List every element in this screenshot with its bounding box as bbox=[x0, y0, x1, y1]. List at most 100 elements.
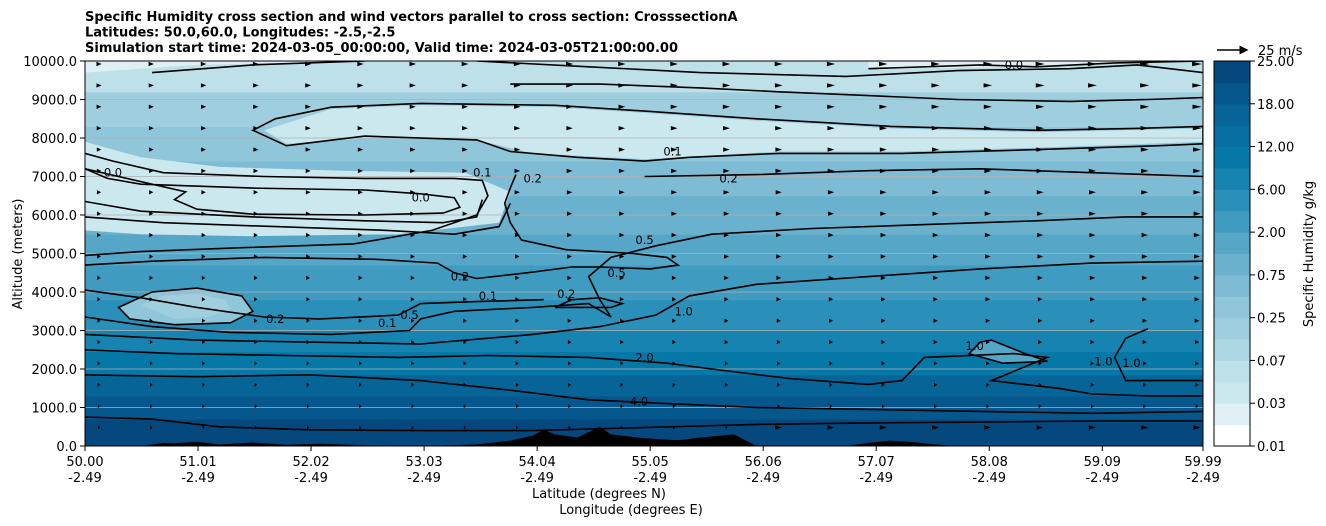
y-tick-label: 4000.0 bbox=[32, 286, 78, 301]
wind-vector bbox=[618, 147, 625, 152]
wind-vector bbox=[725, 425, 728, 430]
wind-vector bbox=[620, 339, 624, 345]
wind-vector bbox=[1038, 404, 1042, 409]
wind-vector bbox=[722, 61, 731, 67]
humidity-band bbox=[85, 374, 1203, 397]
wind-vector bbox=[1141, 254, 1148, 259]
wind-vector bbox=[619, 232, 625, 238]
wind-vector bbox=[463, 425, 467, 430]
wind-vector bbox=[305, 168, 311, 174]
wind-vector bbox=[933, 275, 939, 281]
colorbar-tick-label: 0.75 bbox=[1257, 269, 1286, 284]
wind-vector bbox=[1195, 382, 1199, 387]
wind-vector bbox=[932, 232, 939, 238]
wind-vector bbox=[1142, 318, 1147, 323]
contour-line bbox=[251, 102, 1203, 162]
wind-vector bbox=[566, 147, 573, 152]
wind-vector bbox=[724, 275, 729, 281]
wind-vector bbox=[618, 126, 626, 131]
wind-vector bbox=[566, 190, 573, 195]
contour-label: 0.1 bbox=[663, 144, 681, 158]
wind-vector bbox=[984, 232, 991, 238]
humidity-region bbox=[85, 61, 365, 73]
x-tick-label: 52.02 bbox=[292, 455, 329, 470]
colorbar-segment bbox=[1214, 210, 1250, 233]
wind-vector bbox=[879, 104, 888, 109]
wind-vector bbox=[1192, 61, 1202, 67]
colorbar-segment bbox=[1214, 381, 1250, 404]
wind-vector bbox=[670, 104, 678, 109]
wind-vector bbox=[881, 297, 886, 302]
contour-label: 0.1 bbox=[378, 316, 396, 330]
y-tick-label: 3000.0 bbox=[32, 325, 78, 340]
wind-vector bbox=[254, 382, 258, 387]
colorbar-segment bbox=[1214, 146, 1250, 169]
wind-vector bbox=[462, 211, 468, 216]
wind-vector bbox=[1037, 254, 1043, 259]
wind-vector bbox=[567, 211, 573, 216]
title-line: Specific Humidity cross section and wind… bbox=[85, 10, 738, 25]
x-tick-label: 53.03 bbox=[405, 455, 442, 470]
wind-vector bbox=[515, 318, 520, 323]
wind-vector bbox=[358, 318, 363, 323]
wind-vector bbox=[149, 190, 154, 195]
wind-vector bbox=[357, 61, 364, 67]
wind-vector bbox=[1036, 126, 1045, 131]
wind-vector bbox=[1089, 211, 1096, 216]
wind-vector bbox=[150, 404, 153, 409]
wind-vector bbox=[1037, 447, 1044, 451]
contour-labels: 0.0 0.0 0.1 0.1 0.2 0.2 0.2 0.2 0.2 0.0 0.1 0.1 0.5 0… bbox=[104, 58, 1141, 409]
contour-label: 0.5 bbox=[400, 308, 418, 322]
contour-line bbox=[85, 216, 1203, 336]
y-tick-label: 1000.0 bbox=[32, 402, 78, 417]
wind-vector bbox=[410, 254, 415, 259]
wind-vector bbox=[253, 104, 259, 109]
terrain bbox=[85, 426, 1203, 446]
wind-vector bbox=[1195, 361, 1199, 366]
wind-vector bbox=[777, 382, 781, 387]
x-tick-label: 59.99 bbox=[1184, 455, 1221, 470]
wind-vector bbox=[776, 254, 782, 259]
y-tick-label: 2000.0 bbox=[32, 363, 78, 378]
wind-vector bbox=[932, 211, 939, 216]
colorbar-segment bbox=[1214, 403, 1250, 426]
wind-vector bbox=[515, 382, 519, 387]
x-tick-label-lon: -2.49 bbox=[520, 471, 554, 486]
wind-vector bbox=[986, 361, 990, 366]
wind-vector bbox=[881, 404, 885, 409]
wind-vector bbox=[985, 254, 991, 259]
wind-vector bbox=[986, 404, 990, 409]
wind-vector bbox=[306, 275, 310, 281]
wind-vector bbox=[932, 425, 940, 430]
contour-label: 0.2 bbox=[523, 171, 541, 185]
wind-vector bbox=[202, 425, 205, 430]
wind-vector bbox=[97, 232, 101, 238]
wind-vector bbox=[96, 104, 102, 109]
wind-vector bbox=[96, 147, 102, 152]
contour-line bbox=[967, 339, 1048, 365]
wind-vector bbox=[879, 126, 887, 131]
wind-vector bbox=[724, 339, 729, 345]
wind-vector bbox=[201, 232, 206, 238]
wind-vector bbox=[1140, 83, 1150, 88]
wind-vector bbox=[97, 425, 101, 430]
wind-vector bbox=[306, 297, 310, 302]
contour-label: 0.2 bbox=[451, 270, 469, 284]
wind-vector bbox=[1036, 190, 1044, 195]
wind-vector bbox=[1195, 404, 1199, 409]
wind-vector bbox=[202, 382, 205, 387]
wind-vector bbox=[1037, 275, 1043, 281]
colorbar-segment bbox=[1214, 103, 1250, 126]
contour-label: 0.2 bbox=[557, 287, 575, 301]
wind-vector bbox=[1090, 382, 1094, 387]
wind-vector bbox=[775, 104, 783, 109]
contour-label: 1.0 bbox=[1094, 354, 1112, 368]
wind-vector bbox=[880, 275, 886, 281]
wind-vector bbox=[775, 147, 783, 152]
wind-vector bbox=[984, 190, 992, 195]
contour-label: 1.0 bbox=[675, 304, 693, 318]
wind-vector bbox=[672, 297, 677, 302]
wind-vector bbox=[1193, 425, 1201, 430]
contour-line bbox=[85, 174, 681, 280]
y-tick-label: 5000.0 bbox=[32, 248, 78, 263]
